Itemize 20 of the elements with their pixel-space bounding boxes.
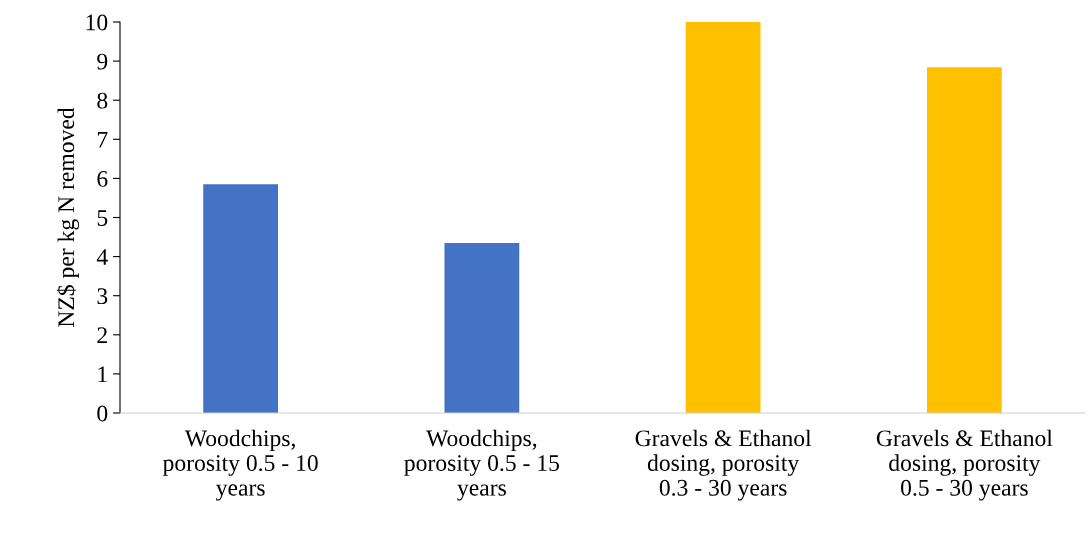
- y-tick-label: 0: [97, 405, 108, 422]
- y-tick-label: 6: [97, 170, 108, 187]
- y-tick-label: 3: [97, 288, 108, 305]
- bar: [444, 242, 520, 413]
- x-tick-label: Gravels & Ethanol dosing, porosity 0.5 - 30 years: [876, 429, 1053, 501]
- x-tick-label: Gravels & Ethanol dosing, porosity 0.3 - 30 years: [635, 429, 812, 501]
- y-tick-label: 2: [97, 327, 107, 343]
- bar: [203, 184, 279, 413]
- y-tick-label: 9: [97, 53, 108, 70]
- y-tick-label: 10: [86, 14, 108, 31]
- y-tick-label: 7: [97, 132, 108, 148]
- y-tick-label: 5: [97, 210, 108, 226]
- y-axis-title: NZ$ per kg N removed: [56, 107, 80, 327]
- bar: [926, 67, 1002, 413]
- x-tick-label: Woodchips, porosity 0.5 - 15 years: [404, 429, 559, 501]
- x-tick-label: Woodchips, porosity 0.5 - 10 years: [162, 429, 318, 501]
- bar: [685, 22, 761, 413]
- y-tick-label: 8: [97, 92, 108, 109]
- y-tick-label: 4: [96, 249, 108, 265]
- y-tick-label: 1: [98, 366, 107, 383]
